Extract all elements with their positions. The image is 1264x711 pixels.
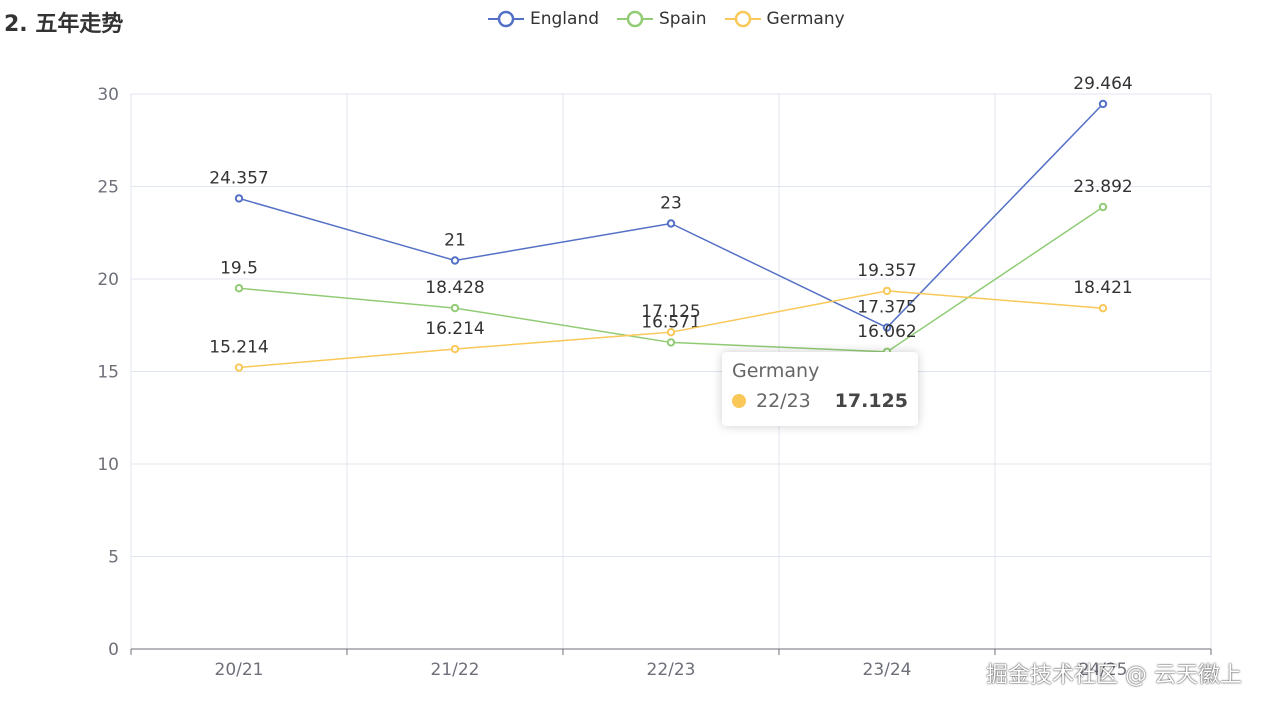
data-label: 18.421	[1073, 278, 1132, 298]
legend-spain-swatch-icon	[617, 10, 654, 28]
y-tick-label: 0	[108, 640, 119, 660]
data-point	[1098, 99, 1108, 109]
data-label: 23	[660, 194, 682, 214]
data-point	[450, 303, 460, 313]
tooltip-series-name: Germany	[732, 360, 820, 382]
data-point	[1098, 202, 1108, 212]
legend-england-label: England	[530, 9, 600, 29]
y-tick-label: 15	[97, 363, 119, 383]
data-label: 15.214	[209, 338, 268, 358]
y-tick-label: 30	[97, 85, 119, 105]
data-label: 16.062	[857, 322, 916, 342]
chart-tooltip: Germany 22/23 17.125	[722, 352, 918, 426]
x-tick-label: 23/24	[863, 660, 912, 680]
x-tick-label: 21/22	[431, 660, 480, 680]
x-tick-label: 22/23	[647, 660, 696, 680]
chart-legend: England Spain Germany	[488, 8, 845, 30]
legend-germany-swatch-icon	[724, 10, 761, 28]
legend-item-england[interactable]: England	[488, 8, 599, 30]
legend-item-germany[interactable]: Germany	[724, 8, 845, 30]
legend-spain-label: Spain	[659, 9, 707, 29]
data-label: 24.357	[209, 168, 268, 188]
data-label: 29.464	[1073, 74, 1132, 94]
data-point	[234, 194, 244, 203]
tooltip-category: 22/23	[756, 390, 811, 412]
data-point	[1098, 304, 1108, 313]
tooltip-value: 17.125	[834, 390, 908, 412]
data-label: 23.892	[1073, 177, 1132, 197]
legend-germany-label: Germany	[766, 9, 845, 29]
x-tick-label: 20/21	[215, 660, 264, 680]
data-point	[450, 344, 460, 354]
watermark: 掘金技术社区 @ 云天徽上	[986, 663, 1242, 688]
data-label: 21	[444, 231, 466, 251]
legend-item-spain[interactable]: Spain	[617, 8, 707, 30]
data-label: 19.357	[857, 261, 916, 281]
x-tick-label: 24/25	[1079, 660, 1128, 680]
data-label: 17.125	[641, 302, 700, 322]
tooltip-marker-icon	[732, 394, 746, 408]
y-tick-label: 10	[97, 455, 119, 475]
data-label: 19.5	[220, 258, 258, 278]
data-point	[666, 219, 676, 228]
data-point	[234, 284, 244, 293]
data-point	[234, 363, 244, 372]
data-point	[666, 327, 676, 337]
data-label: 17.375	[857, 298, 916, 318]
data-label: 16.214	[425, 319, 484, 339]
data-point	[450, 256, 460, 265]
data-point	[882, 323, 892, 332]
section-title: 2. 五年走势	[4, 12, 124, 37]
y-tick-label: 25	[97, 178, 119, 198]
data-point	[882, 286, 892, 296]
y-tick-label: 20	[97, 270, 119, 290]
data-point	[666, 338, 676, 347]
data-label: 18.428	[425, 278, 484, 298]
legend-england-swatch-icon	[488, 10, 524, 28]
data-label: 16.571	[641, 312, 700, 332]
y-tick-label: 5	[108, 548, 119, 568]
